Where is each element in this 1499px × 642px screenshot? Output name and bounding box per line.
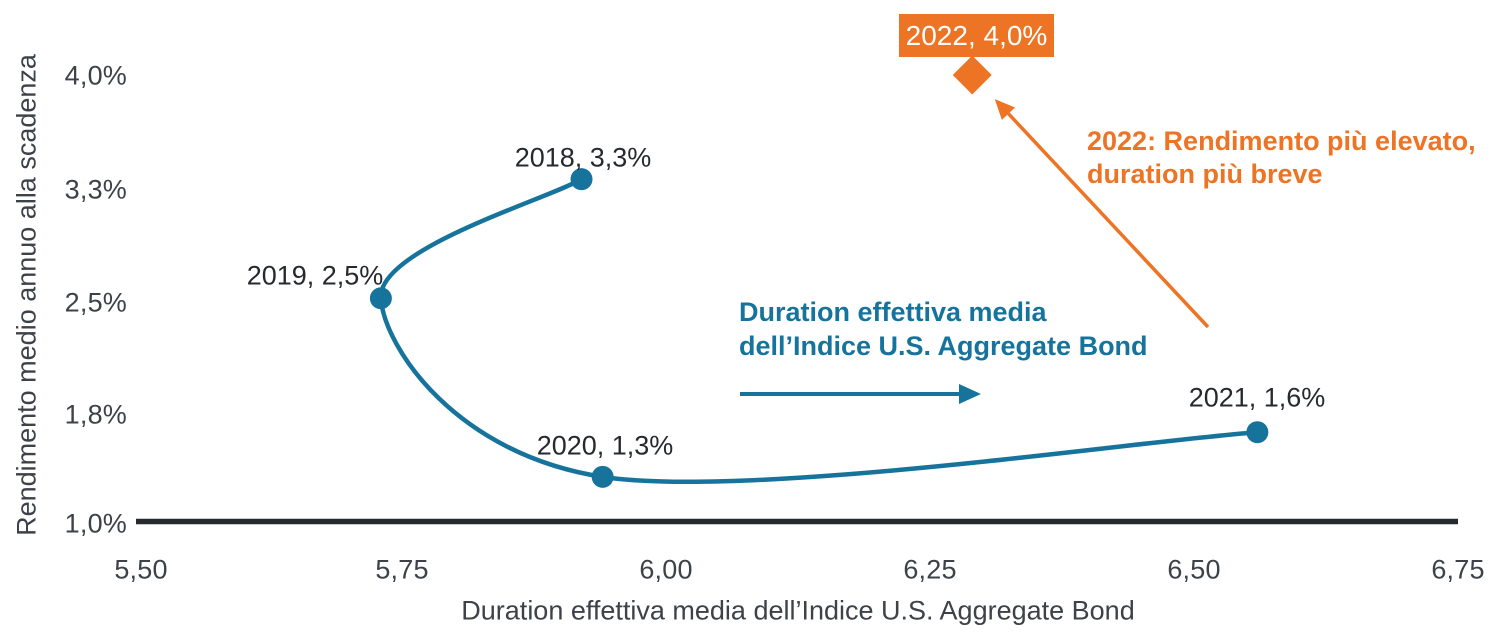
y-tick-label: 3,3% <box>64 174 127 205</box>
y-tick-label: 1,0% <box>64 508 127 539</box>
annotation-2022-note: 2022: Rendimento più elevato, duration p… <box>1087 125 1476 191</box>
y-tick-label: 1,8% <box>64 399 127 430</box>
annotation-2022-note-line1: 2022: Rendimento più elevato, <box>1087 126 1476 156</box>
y-tick-label: 4,0% <box>64 60 127 91</box>
annotation-2022-note-line2: duration più breve <box>1087 159 1323 189</box>
point-label-2020: 2020, 1,3% <box>536 430 674 461</box>
annotation-duration-note-line1: Duration effettiva media <box>739 297 1047 327</box>
point-label-2019: 2019, 2,5% <box>246 260 384 291</box>
x-tick-label: 5,75 <box>375 554 429 585</box>
x-tick-label: 5,50 <box>114 554 168 585</box>
x-tick-label: 6,50 <box>1167 554 1221 585</box>
point-label-2021: 2021, 1,6% <box>1188 382 1326 413</box>
x-tick-label: 6,00 <box>639 554 693 585</box>
callout-2022-label: 2022, 4,0% <box>899 14 1054 57</box>
x-tick-label: 6,75 <box>1431 554 1485 585</box>
y-tick-label: 2,5% <box>64 287 127 318</box>
x-tick-label: 6,25 <box>903 554 957 585</box>
point-label-2018: 2018, 3,3% <box>514 142 652 173</box>
annotation-duration-note: Duration effettiva media dell’Indice U.S… <box>739 295 1148 363</box>
x-axis-title: Duration effettiva media dell’Indice U.S… <box>461 595 1135 626</box>
annotation-duration-note-line2: dell’Indice U.S. Aggregate Bond <box>739 331 1148 361</box>
